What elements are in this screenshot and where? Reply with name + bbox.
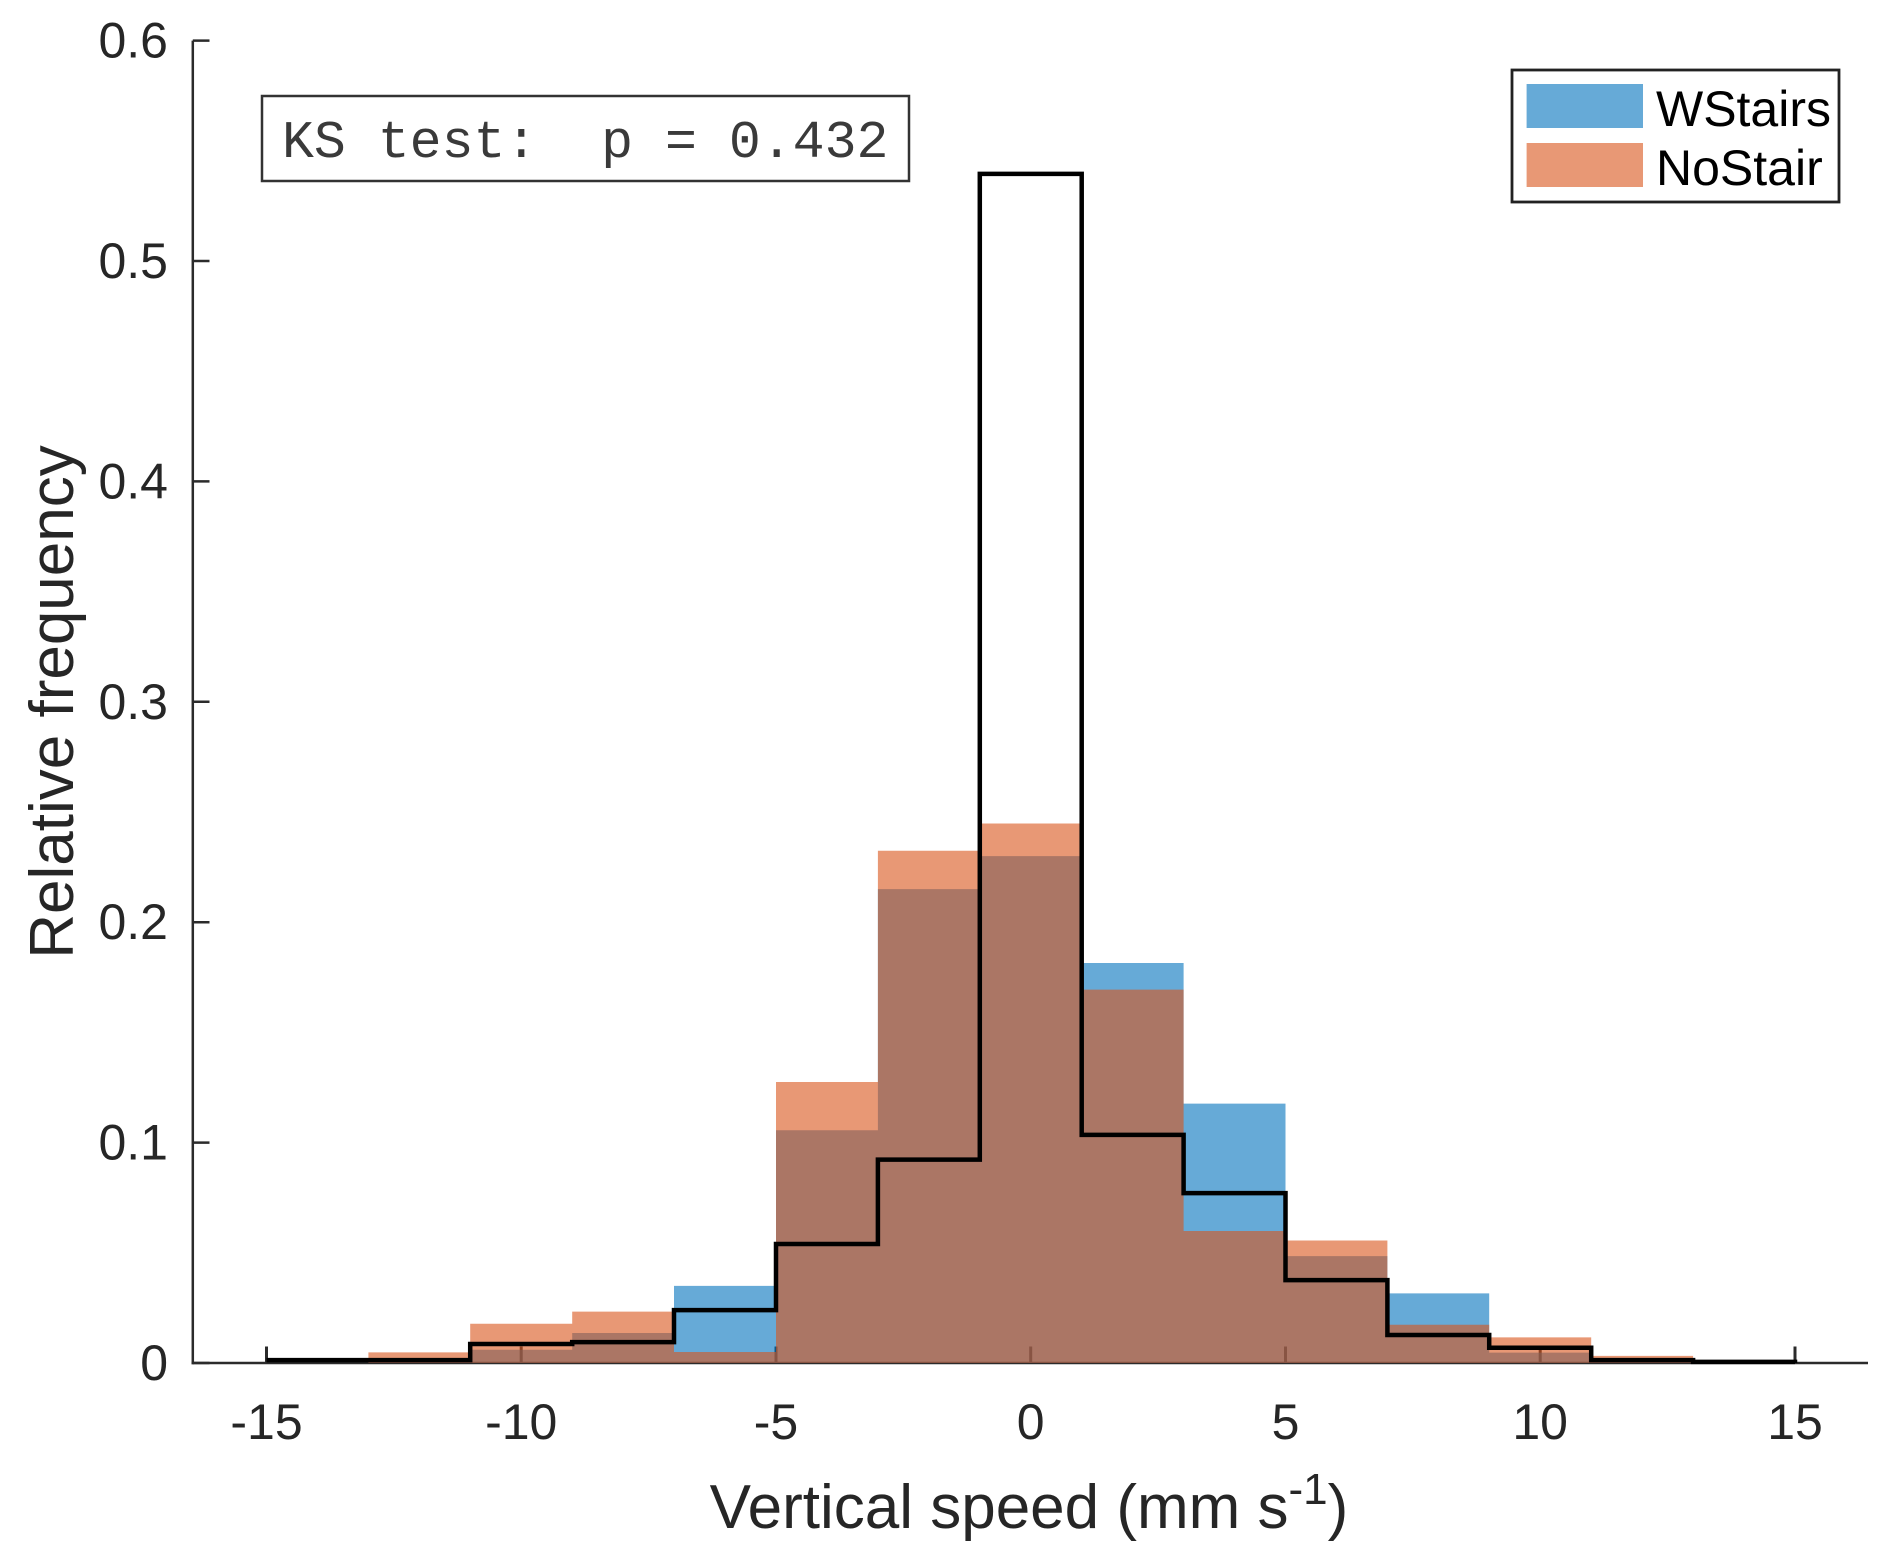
svg-text:-5: -5 bbox=[754, 1394, 798, 1450]
svg-text:0.5: 0.5 bbox=[98, 233, 168, 289]
svg-text:WStairs: WStairs bbox=[1656, 81, 1831, 137]
svg-text:-10: -10 bbox=[485, 1394, 557, 1450]
svg-text:0: 0 bbox=[140, 1335, 168, 1391]
svg-text:0.1: 0.1 bbox=[98, 1115, 168, 1171]
svg-text:5: 5 bbox=[1272, 1394, 1300, 1450]
svg-text:Relative frequency: Relative frequency bbox=[18, 445, 87, 959]
svg-text:KS test: p = 0.432: KS test: p = 0.432 bbox=[282, 113, 888, 173]
svg-text:0.4: 0.4 bbox=[98, 453, 168, 509]
svg-text:0.2: 0.2 bbox=[98, 894, 168, 950]
svg-text:10: 10 bbox=[1512, 1394, 1568, 1450]
svg-text:-15: -15 bbox=[230, 1394, 302, 1450]
svg-text:0: 0 bbox=[1017, 1394, 1045, 1450]
svg-text:NoStair: NoStair bbox=[1656, 140, 1823, 196]
svg-text:0.6: 0.6 bbox=[98, 13, 168, 69]
svg-text:Vertical speed (mm s-1): Vertical speed (mm s-1) bbox=[710, 1465, 1349, 1543]
svg-text:15: 15 bbox=[1767, 1394, 1823, 1450]
svg-text:0.3: 0.3 bbox=[98, 674, 168, 730]
